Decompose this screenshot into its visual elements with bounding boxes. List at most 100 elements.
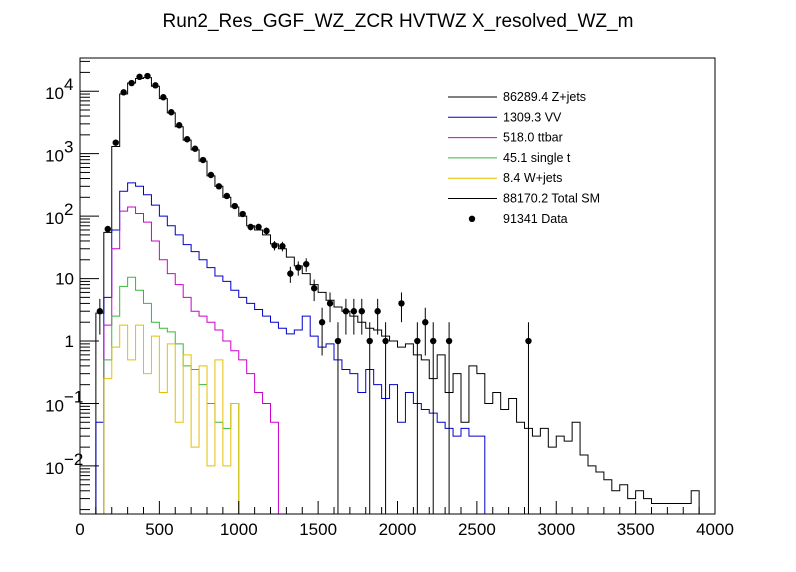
data-point: [152, 82, 159, 89]
data-point: [310, 285, 318, 292]
svg-text:3: 3: [64, 138, 73, 157]
x-tick-label: 3000: [537, 520, 575, 539]
svg-text:−2: −2: [64, 450, 83, 469]
data-point: [342, 308, 350, 315]
data-point: [128, 79, 135, 87]
legend-entry-data: 91341 Data: [468, 212, 568, 226]
y-tick-label: 1: [65, 332, 74, 351]
svg-text:10: 10: [55, 270, 74, 289]
x-tick-label: 1000: [220, 520, 258, 539]
y-tick-label: 10: [55, 270, 74, 289]
x-tick-label: 0: [75, 520, 84, 539]
data-point: [271, 242, 278, 249]
y-tick-label: 10 −1: [45, 387, 83, 415]
legend-label: 91341 Data: [503, 212, 568, 226]
svg-text:4: 4: [64, 75, 73, 94]
svg-text:10: 10: [45, 84, 64, 103]
series-line: [95, 182, 486, 514]
svg-text:−1: −1: [64, 387, 83, 406]
data-point: [247, 223, 254, 231]
data-point: [215, 183, 223, 190]
x-tick-label: 4000: [696, 520, 734, 539]
data-point: [136, 73, 143, 81]
legend-marker-icon: [468, 215, 476, 222]
data-point: [207, 171, 215, 179]
y-tick-label: 10 2: [45, 200, 73, 228]
legend-label: 518.0 ttbar: [503, 131, 563, 145]
series-line: [103, 324, 240, 514]
data-point: [263, 227, 270, 235]
svg-text:10: 10: [45, 396, 64, 415]
data-point: [382, 337, 389, 345]
legend-label: 86289.4 Z+jets: [503, 90, 586, 104]
data-point: [255, 223, 262, 231]
data-point: [223, 192, 231, 200]
data-point: [374, 308, 381, 315]
legend-entry-z-jets: 86289.4 Z+jets: [448, 90, 586, 104]
data-point: [295, 264, 302, 271]
data-point: [326, 300, 334, 307]
legend-entry-w-jets: 8.4 W+jets: [448, 171, 562, 185]
legend-entry-single-t: 45.1 single t: [448, 151, 571, 165]
svg-text:2: 2: [64, 200, 73, 219]
legend: 86289.4 Z+jets 1309.3 VV 518.0 ttbar 45.1 s…: [448, 90, 600, 226]
data-point: [414, 337, 421, 345]
plot-area: [95, 72, 700, 514]
x-tick-label: 2000: [379, 520, 417, 539]
legend-label: 1309.3 VV: [503, 110, 562, 124]
data-point: [160, 94, 167, 101]
x-tick-label: 3500: [617, 520, 655, 539]
legend-entry-vv: 1309.3 VV: [448, 110, 562, 124]
legend-label: 45.1 single t: [503, 151, 571, 165]
data-point: [183, 136, 191, 143]
data-point: [144, 72, 151, 80]
data-point: [231, 202, 238, 210]
data-point: [199, 156, 207, 164]
data-point: [96, 308, 104, 315]
data-point: [191, 145, 199, 152]
data-point: [422, 319, 429, 326]
data-point: [112, 139, 119, 146]
legend-entry-total-sm: 88170.2 Total SM: [448, 192, 600, 206]
series-ttbar: [103, 206, 279, 514]
data-point: [366, 337, 373, 345]
series-vv: [95, 182, 486, 514]
y-tick-label: 10 4: [45, 75, 73, 103]
legend-entry-ttbar: 518.0 ttbar: [448, 131, 563, 145]
data-point: [303, 260, 310, 268]
svg-text:10: 10: [45, 459, 64, 478]
svg-text:10: 10: [45, 209, 64, 228]
x-tick-label: 500: [145, 520, 173, 539]
data-point: [430, 337, 437, 345]
series-single-t: [103, 276, 240, 514]
data-point: [358, 308, 365, 315]
x-axis: 0 500 1000 1500 2000 2500 3000 3500 4000: [75, 501, 734, 539]
data-point: [176, 122, 183, 129]
legend-label: 88170.2 Total SM: [503, 192, 600, 206]
legend-label: 8.4 W+jets: [503, 171, 562, 185]
data-point: [279, 242, 286, 250]
data-point: [398, 300, 405, 307]
data-point: [287, 270, 294, 277]
y-tick-label: 10 −2: [45, 450, 83, 478]
series-data: [96, 72, 532, 514]
svg-text:10: 10: [45, 147, 64, 166]
series-line: [103, 276, 240, 514]
chart-title: Run2_Res_GGF_WZ_ZCR HVTWZ X_resolved_WZ_…: [163, 11, 634, 32]
data-point: [445, 337, 453, 345]
y-tick-label: 10 3: [45, 138, 73, 166]
series-line: [103, 206, 279, 514]
data-point: [350, 308, 358, 315]
series-w-jets: [103, 324, 240, 514]
x-tick-label: 1500: [299, 520, 337, 539]
data-point: [120, 89, 127, 96]
data-point: [334, 337, 342, 345]
data-point: [104, 225, 111, 233]
x-tick-label: 2500: [458, 520, 496, 539]
data-point: [168, 109, 175, 116]
data-point: [525, 337, 532, 345]
data-point: [318, 319, 326, 326]
